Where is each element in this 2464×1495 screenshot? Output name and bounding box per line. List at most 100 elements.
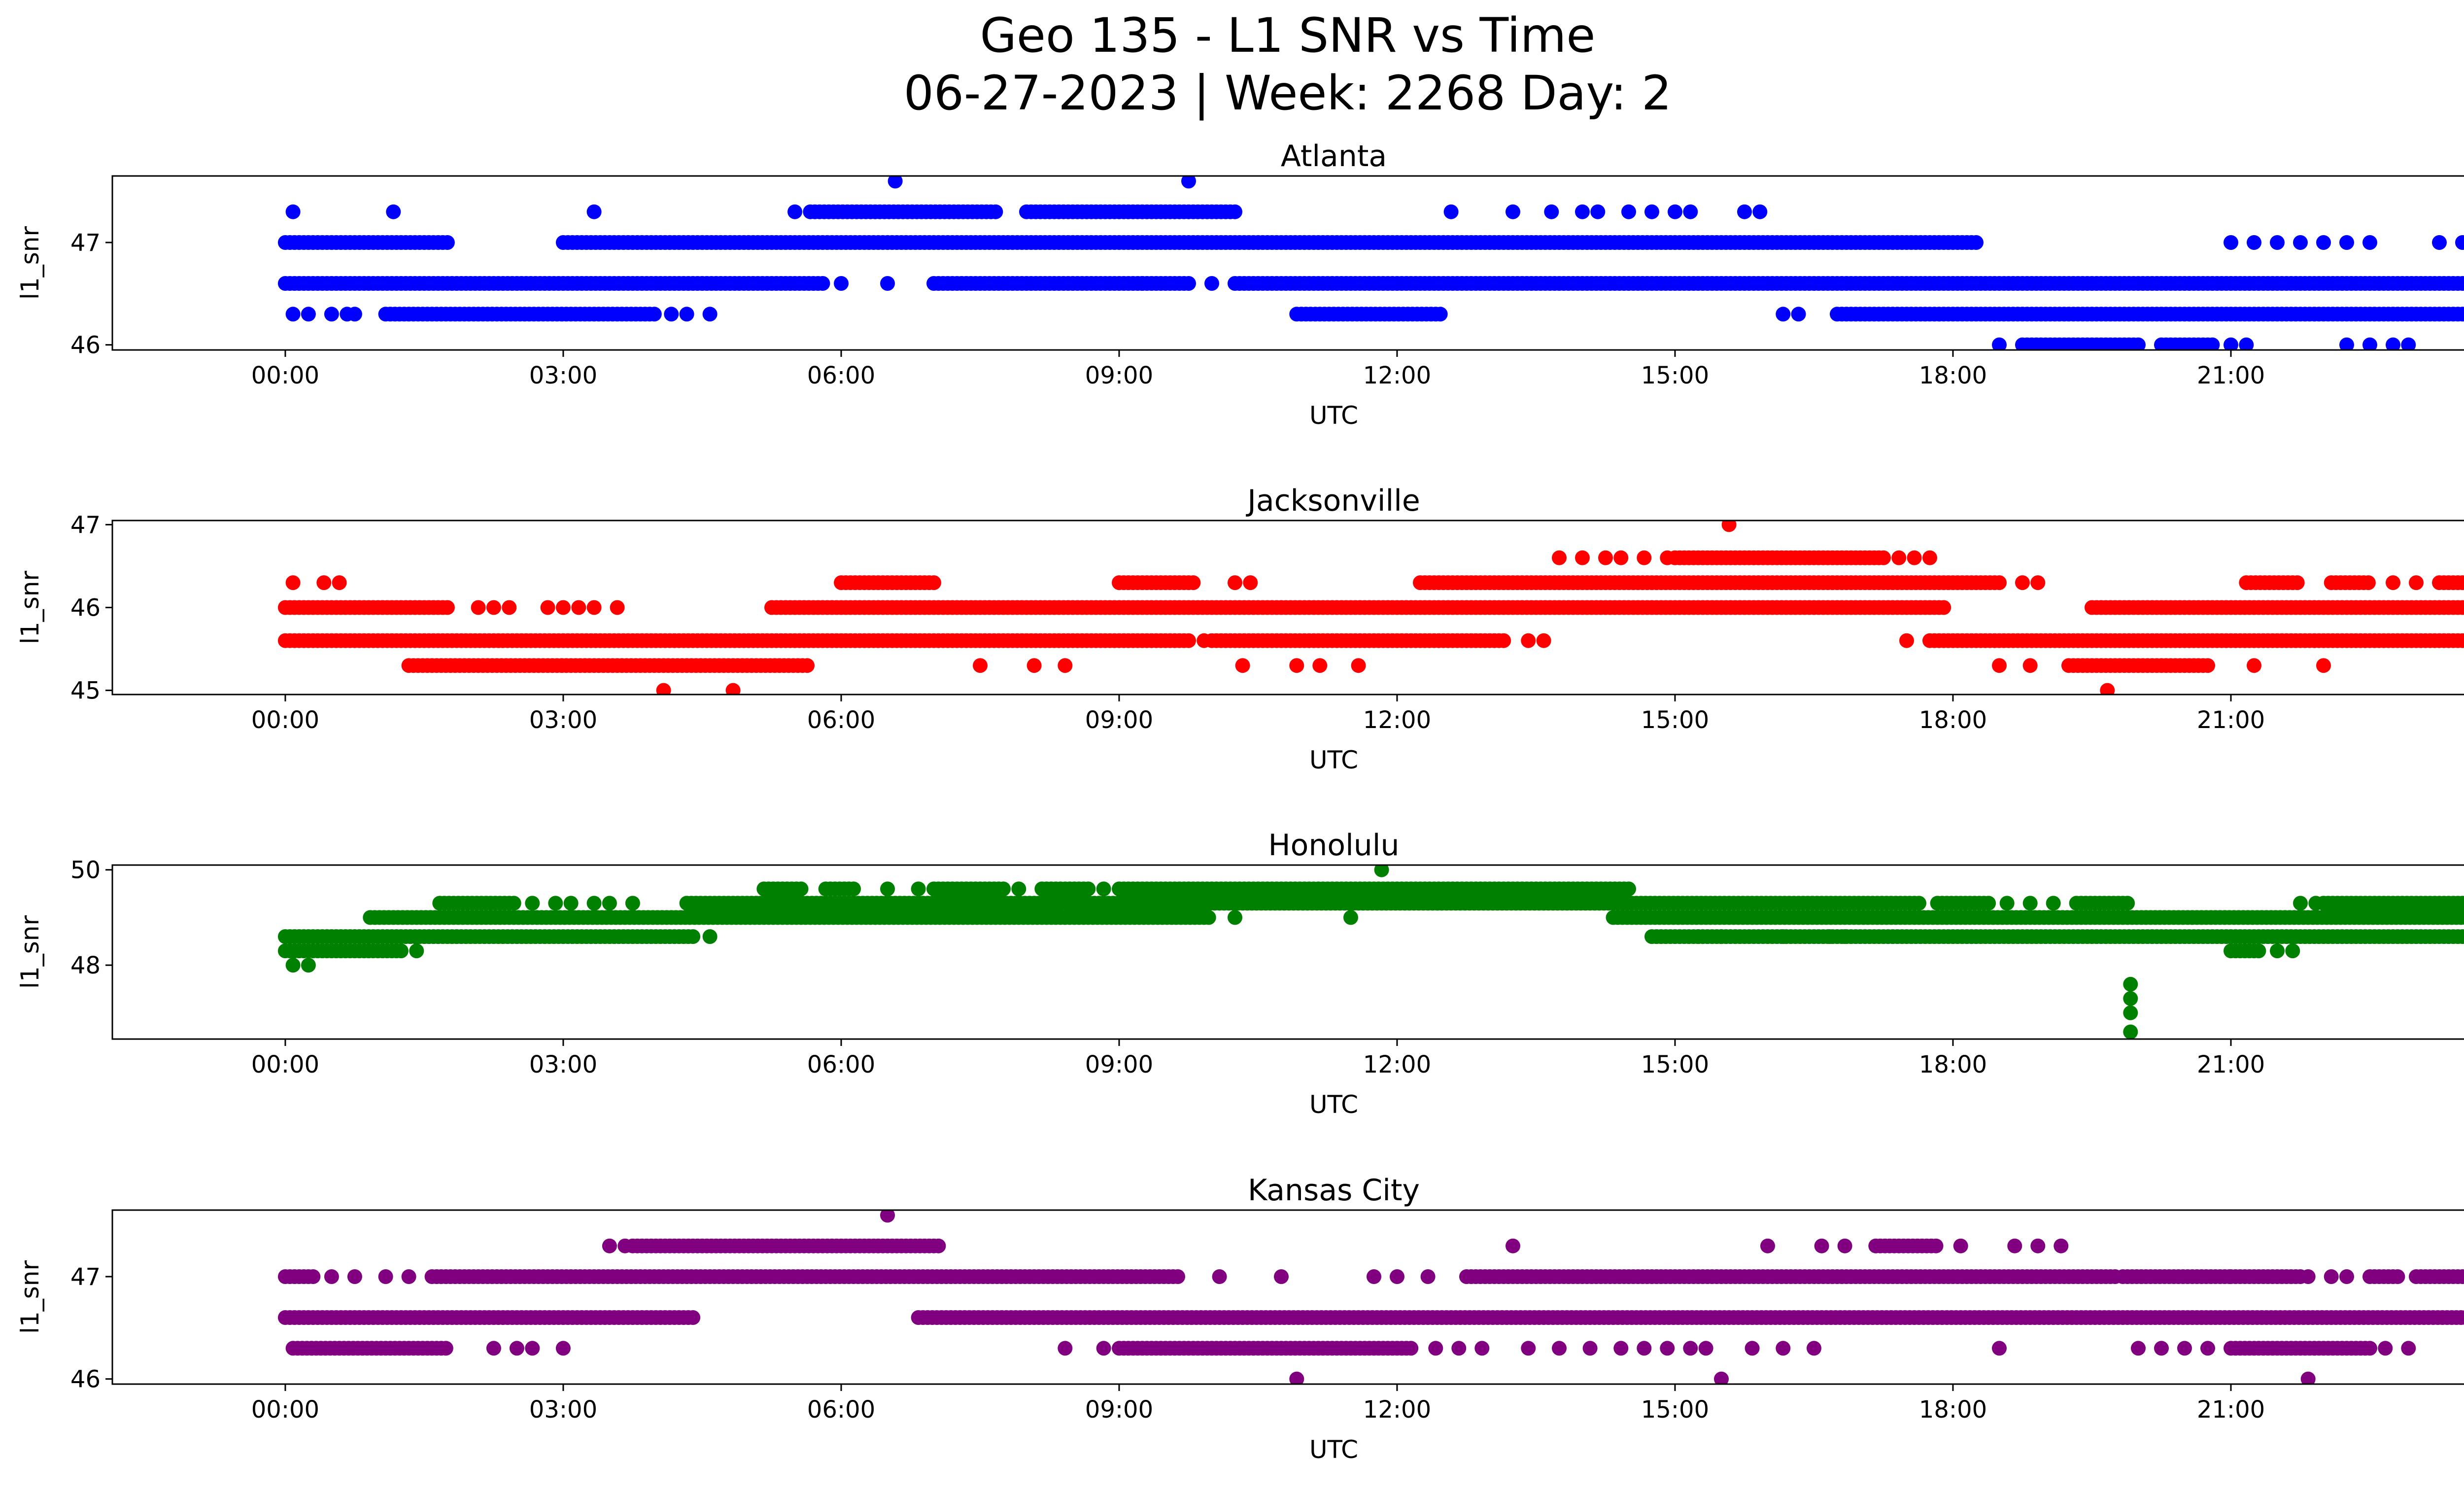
data-point bbox=[1621, 881, 1636, 897]
data-point bbox=[1235, 658, 1250, 673]
data-point bbox=[1403, 1341, 1419, 1356]
data-point bbox=[2401, 337, 2416, 350]
data-point bbox=[880, 1210, 895, 1223]
series-points bbox=[277, 1210, 2464, 1384]
x-tick-label: 06:00 bbox=[807, 1396, 875, 1424]
data-point bbox=[1953, 1238, 1968, 1253]
data-point bbox=[540, 600, 555, 615]
data-point bbox=[2460, 307, 2464, 321]
y-tick-label: 47 bbox=[70, 229, 101, 257]
data-point bbox=[486, 1341, 501, 1356]
data-point bbox=[1351, 658, 1366, 673]
data-point bbox=[548, 896, 563, 911]
x-tick-label: 00:00 bbox=[251, 706, 319, 734]
data-point bbox=[973, 658, 988, 673]
x-tick-label: 06:00 bbox=[807, 1051, 875, 1078]
data-point bbox=[1096, 881, 1111, 897]
panel-title: Jacksonville bbox=[1245, 484, 1420, 518]
data-point bbox=[1181, 176, 1196, 189]
x-tick-label: 21:00 bbox=[2197, 706, 2265, 734]
data-point bbox=[1876, 550, 1891, 565]
data-point bbox=[1027, 658, 1042, 673]
panel-title: Honolulu bbox=[1268, 828, 1400, 863]
panel-title: Atlanta bbox=[1281, 139, 1387, 174]
data-point bbox=[1521, 1341, 1536, 1356]
data-point bbox=[996, 881, 1011, 897]
data-point bbox=[2362, 1341, 2377, 1356]
y-axis-label: l1_snr bbox=[16, 1260, 44, 1334]
y-tick-label: 47 bbox=[70, 511, 101, 539]
data-point bbox=[1999, 896, 2015, 911]
data-point bbox=[347, 1269, 362, 1284]
data-point bbox=[2386, 575, 2400, 591]
data-point bbox=[1698, 1341, 1713, 1356]
data-point bbox=[1170, 1269, 1185, 1284]
data-point bbox=[378, 1269, 393, 1284]
data-point bbox=[702, 929, 718, 944]
x-tick-label: 21:00 bbox=[2197, 1396, 2265, 1424]
data-point bbox=[1081, 881, 1096, 897]
data-point bbox=[2460, 634, 2464, 648]
data-point bbox=[2123, 1005, 2138, 1020]
data-point bbox=[347, 307, 362, 322]
x-tick-label: 12:00 bbox=[1363, 706, 1431, 734]
y-tick-label: 50 bbox=[70, 857, 101, 884]
x-tick-label: 15:00 bbox=[1641, 706, 1709, 734]
data-point bbox=[1474, 1341, 1490, 1356]
axes-frame bbox=[111, 864, 2464, 1040]
data-point bbox=[846, 881, 861, 897]
data-point bbox=[1644, 204, 1659, 219]
data-point bbox=[502, 600, 517, 615]
data-point bbox=[2339, 337, 2354, 350]
data-point bbox=[1683, 1341, 1698, 1356]
data-point bbox=[1714, 929, 1729, 944]
data-point bbox=[1552, 1341, 1567, 1356]
data-point bbox=[2300, 1371, 2316, 1384]
data-point bbox=[2460, 1270, 2464, 1284]
data-point bbox=[685, 1310, 701, 1325]
data-point bbox=[1737, 204, 1752, 219]
data-point bbox=[2401, 1341, 2416, 1356]
y-tick-label: 46 bbox=[70, 594, 101, 622]
data-point bbox=[1668, 204, 1682, 219]
data-point bbox=[2432, 235, 2447, 250]
data-point bbox=[2463, 913, 2464, 922]
data-point bbox=[1992, 1341, 2007, 1356]
data-point bbox=[1289, 658, 1304, 673]
data-point bbox=[2154, 1341, 2169, 1356]
x-tick-label: 15:00 bbox=[1641, 1396, 1709, 1424]
y-tick-label: 46 bbox=[70, 1366, 101, 1393]
x-axis-label: UTC bbox=[1309, 746, 1358, 774]
series-points bbox=[277, 176, 2464, 350]
x-axis-label: UTC bbox=[1309, 1090, 1358, 1119]
data-point bbox=[2460, 930, 2464, 943]
data-point bbox=[1096, 1341, 1111, 1356]
x-tick-label: 09:00 bbox=[1085, 706, 1153, 734]
data-point bbox=[1837, 929, 1852, 944]
data-point bbox=[586, 600, 602, 615]
data-point bbox=[610, 600, 625, 615]
x-tick-label: 03:00 bbox=[529, 362, 597, 389]
data-point bbox=[1621, 204, 1636, 219]
data-point bbox=[1390, 1269, 1404, 1284]
data-point bbox=[1992, 575, 2007, 591]
data-point bbox=[2460, 896, 2464, 910]
data-point bbox=[401, 1269, 416, 1284]
data-point bbox=[834, 276, 849, 291]
x-tick-label: 18:00 bbox=[1919, 362, 1987, 389]
data-point bbox=[2290, 575, 2305, 591]
data-point bbox=[2224, 235, 2238, 250]
data-point bbox=[285, 575, 301, 591]
data-point bbox=[1912, 896, 1926, 911]
data-point bbox=[2046, 896, 2061, 911]
data-point bbox=[2409, 575, 2424, 591]
data-point bbox=[1506, 204, 1520, 219]
data-point bbox=[324, 307, 339, 322]
data-point bbox=[2460, 576, 2464, 590]
x-tick-label: 06:00 bbox=[807, 706, 875, 734]
data-point bbox=[2015, 575, 2030, 591]
data-point bbox=[1011, 881, 1027, 897]
data-point bbox=[1582, 1341, 1598, 1356]
data-point bbox=[1660, 550, 1675, 565]
